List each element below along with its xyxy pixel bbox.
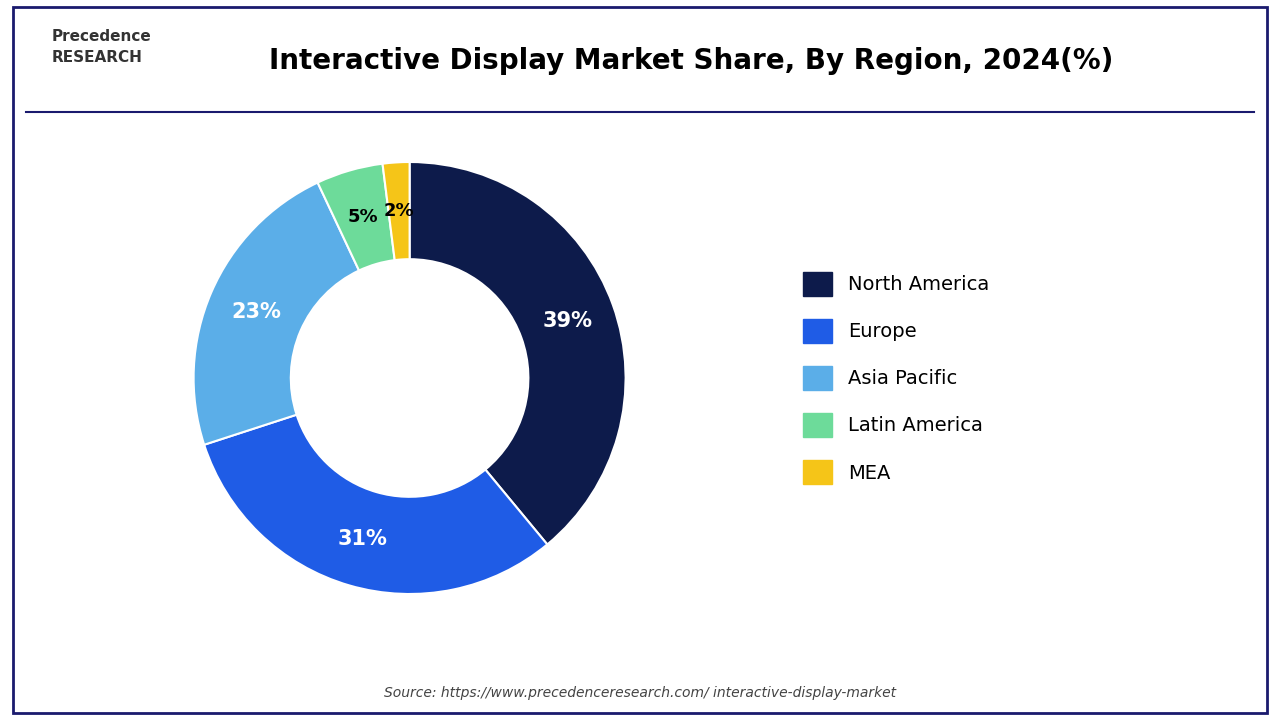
Wedge shape (410, 162, 626, 544)
Wedge shape (193, 183, 358, 445)
Text: 2%: 2% (384, 202, 415, 220)
Legend: North America, Europe, Asia Pacific, Latin America, MEA: North America, Europe, Asia Pacific, Lat… (804, 272, 989, 484)
Text: Interactive Display Market Share, By Region, 2024(%): Interactive Display Market Share, By Reg… (269, 48, 1114, 75)
Text: 39%: 39% (543, 311, 593, 331)
Wedge shape (205, 415, 548, 594)
Text: 5%: 5% (348, 208, 378, 226)
Text: Precedence
RESEARCH: Precedence RESEARCH (51, 29, 151, 65)
Text: 23%: 23% (230, 302, 280, 322)
Text: Source: https://www.precedenceresearch.com/ interactive-display-market: Source: https://www.precedenceresearch.c… (384, 685, 896, 700)
Wedge shape (383, 162, 410, 260)
Wedge shape (317, 163, 394, 271)
Text: 31%: 31% (338, 528, 388, 549)
